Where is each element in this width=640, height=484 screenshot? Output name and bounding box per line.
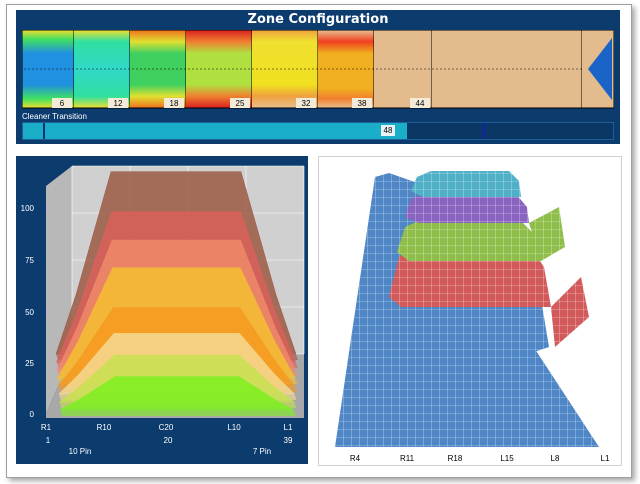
zone-configuration-panel: Zone Configuration 6 12 18 25 32 38 44 Cleaner… (16, 10, 620, 144)
surface-side-fin-mesh (529, 207, 565, 261)
x-tick-sublabel: 1 (46, 436, 51, 445)
cleaner-transition-value: 48 (380, 125, 396, 136)
x-tick-label: L1 (284, 423, 293, 432)
transition-marker-start[interactable] (43, 123, 45, 139)
zone-7 (374, 30, 432, 108)
x-tick-label: R1 (41, 423, 52, 432)
zone-label: 6 (60, 99, 65, 108)
cleaner-transition-fill (23, 123, 407, 139)
surface-tier-mesh (397, 219, 541, 261)
surface-x-tick: L15 (500, 454, 514, 463)
pin-arrow-icon (588, 38, 612, 100)
surface-x-tick: R4 (350, 454, 361, 463)
y-tick-label: 100 (21, 204, 35, 213)
x-tick-sublabel: 20 (164, 436, 173, 445)
zone-label-box (296, 98, 316, 108)
y-tick-label: 25 (25, 359, 34, 368)
surface-x-tick: L8 (551, 454, 560, 463)
zone-label: 12 (114, 99, 123, 108)
y-tick-label: 0 (30, 410, 35, 419)
surface-x-tick: R18 (448, 454, 463, 463)
area-chart: 0 25 50 75 100 R1 R10 C20 L10 L1 1 20 39 10 Pin 7 Pin (21, 165, 305, 456)
area-chart-panel: 0 25 50 75 100 R1 R10 C20 L10 L1 1 20 39 10 Pin 7 Pin (16, 156, 308, 464)
zone-strip-border (22, 30, 614, 109)
zone-4 (186, 30, 252, 108)
area-series-base (60, 410, 296, 416)
x-caption: 7 Pin (253, 447, 271, 456)
y-tick-label: 50 (25, 308, 34, 317)
cleaner-transition-slider[interactable]: 48 (22, 122, 614, 140)
zone-label-box (108, 98, 128, 108)
surface-x-tick: L1 (601, 454, 610, 463)
zone-label: 25 (236, 99, 245, 108)
cleaner-transition-label: Cleaner Transition (22, 112, 87, 121)
x-tick-sublabel: 39 (284, 436, 293, 445)
surface-chart-panel: R4 R11 R18 L15 L8 L1 (318, 156, 622, 466)
y-tick-label: 75 (25, 256, 34, 265)
zone-strip[interactable]: 6 12 18 25 32 38 44 (22, 30, 614, 120)
zone-label-box (164, 98, 184, 108)
zone-label-box (352, 98, 372, 108)
surface-chart: R4 R11 R18 L15 L8 L1 (335, 171, 610, 463)
x-tick-label: L10 (227, 423, 241, 432)
zone-label: 38 (358, 99, 367, 108)
surface-tier-mesh (405, 193, 529, 223)
zone-label: 32 (302, 99, 311, 108)
transition-marker-end[interactable] (483, 123, 485, 139)
x-tick-label: C20 (159, 423, 174, 432)
zone-8 (432, 30, 582, 108)
x-caption: 10 Pin (69, 447, 92, 456)
zone-configuration-title: Zone Configuration (247, 12, 389, 27)
zone-label-box (230, 98, 250, 108)
zone-label: 18 (170, 99, 179, 108)
surface-x-tick: R11 (400, 454, 415, 463)
surface-tier-mesh (411, 171, 521, 197)
zone-label-box (52, 98, 72, 108)
zone-label-box (410, 98, 430, 108)
surface-side-fin-mesh (551, 277, 589, 347)
zone-label: 44 (416, 99, 425, 108)
x-tick-label: R10 (97, 423, 112, 432)
